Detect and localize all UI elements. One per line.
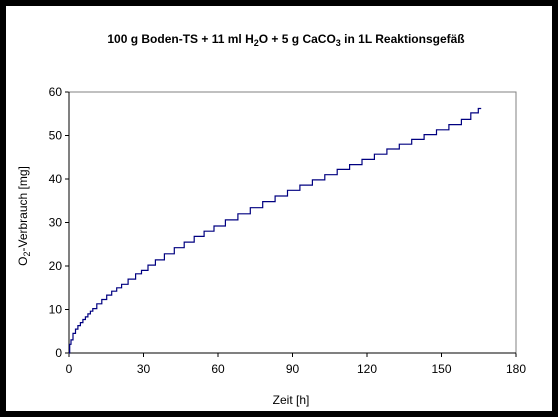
title-part-1: 100 g Boden-TS + 11 ml H (107, 32, 253, 46)
chart-frame: 100 g Boden-TS + 11 ml H2O + 5 g CaCO3 i… (6, 6, 552, 411)
x-axis-ticks: 0 30 60 90 120 150 180 (66, 353, 526, 376)
x-axis-label: Zeit [h] (273, 393, 310, 407)
series-line (69, 107, 482, 354)
plot-area (68, 91, 517, 354)
y-tick-label: 60 (49, 85, 63, 99)
y-tick-label: 50 (49, 129, 63, 143)
line-chart: 100 g Boden-TS + 11 ml H2O + 5 g CaCO3 i… (16, 32, 526, 407)
y-tick-label: 0 (55, 346, 62, 360)
y-tick-label: 30 (49, 216, 63, 230)
y-tick-label: 40 (49, 172, 63, 186)
x-tick-label: 120 (357, 362, 377, 376)
x-tick-label: 30 (137, 362, 151, 376)
chart-title: 100 g Boden-TS + 11 ml H2O + 5 g CaCO3 i… (107, 32, 464, 48)
title-part-3: in 1L Reaktionsgefäß (341, 32, 465, 46)
y-axis-label: O2-Verbrauch [mg] (16, 166, 32, 266)
x-tick-label: 60 (211, 362, 225, 376)
title-subscript-1: 2 (254, 38, 259, 48)
x-tick-label: 90 (286, 362, 300, 376)
title-subscript-2: 3 (336, 38, 341, 48)
title-part-2: O + 5 g CaCO (259, 32, 336, 46)
x-tick-label: 0 (66, 362, 73, 376)
x-tick-label: 150 (431, 362, 451, 376)
y-axis-ticks: 0 10 20 30 40 50 60 (49, 85, 69, 360)
y-axis-label-part-2: -Verbrauch [mg] (16, 166, 30, 251)
y-tick-label: 10 (49, 303, 63, 317)
y-axis-label-part-1: O (16, 257, 30, 266)
x-tick-label: 180 (506, 362, 526, 376)
y-tick-label: 20 (49, 259, 63, 273)
y-axis-label-subscript: 2 (22, 252, 32, 257)
